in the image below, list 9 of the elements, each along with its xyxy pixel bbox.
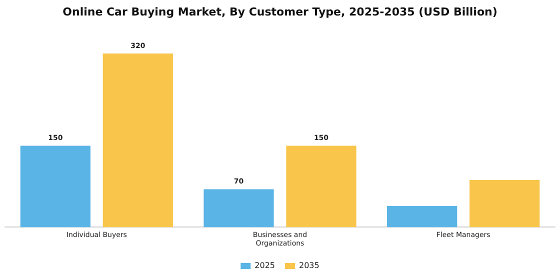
bar: [286, 146, 356, 228]
chart-title: Online Car Buying Market, By Customer Type, 2025-2035 (USD Billion): [62, 5, 498, 18]
bar: [387, 206, 458, 228]
bar: [204, 189, 274, 228]
bar: [20, 146, 90, 228]
legend-label: 2025: [254, 261, 275, 270]
bar: [470, 180, 540, 228]
bar: [102, 53, 173, 228]
legend-label: 2035: [299, 261, 320, 270]
